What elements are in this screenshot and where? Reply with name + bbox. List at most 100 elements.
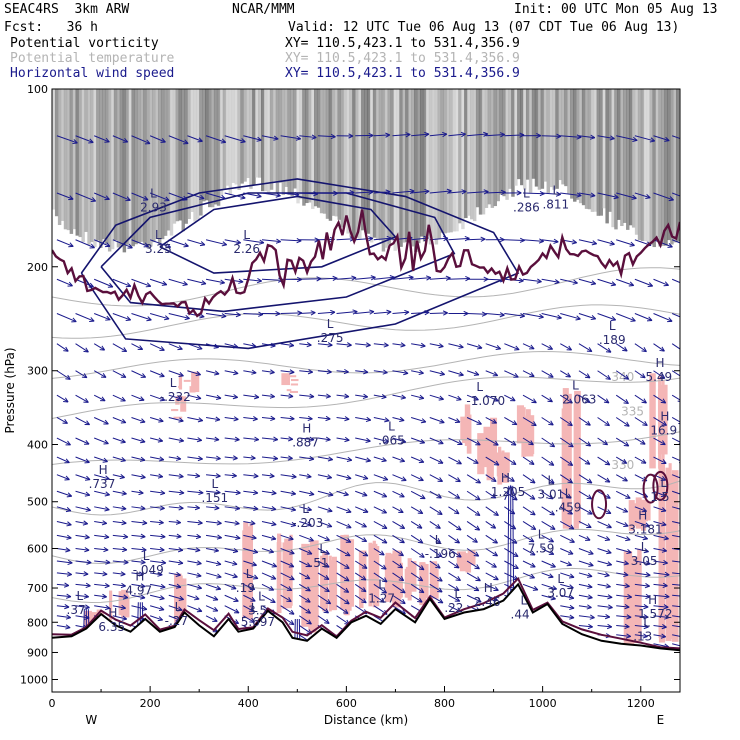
wind-arrow <box>672 583 680 588</box>
wind-arrow-shaft <box>522 548 536 556</box>
wind-arrow-head <box>418 588 425 594</box>
wind-arrow <box>522 278 542 284</box>
shade-patch <box>477 433 485 475</box>
shade-patch <box>284 540 291 607</box>
wind-arrow <box>578 560 594 567</box>
wind-arrow-shaft <box>410 490 426 500</box>
wind-arrow-head <box>199 194 205 200</box>
wind-arrow-head <box>419 552 425 558</box>
wind-arrow <box>578 572 593 578</box>
shade-patch <box>189 386 196 393</box>
wind-arrow-shaft <box>560 594 575 599</box>
pv-tropopause-contour <box>52 209 680 318</box>
wind-arrow-shaft <box>150 474 163 478</box>
wind-arrow-head <box>177 345 183 351</box>
wind-arrow-head <box>368 132 374 139</box>
wind-arrow-head <box>125 282 132 288</box>
wind-arrow <box>485 521 497 529</box>
wind-arrow <box>466 343 483 350</box>
wind-arrow <box>373 456 387 463</box>
wind-arrow <box>560 604 575 611</box>
extremum-label: L.13 <box>633 615 652 643</box>
wind-arrow-shaft <box>597 437 608 446</box>
wind-arrow-shaft <box>373 534 388 544</box>
extremum-kind: L <box>538 528 545 542</box>
wind-arrow-shaft <box>168 605 183 611</box>
wind-arrow <box>541 521 556 530</box>
wind-arrow <box>280 534 294 541</box>
wind-arrow-head <box>82 520 89 526</box>
y-tick-label: 200 <box>27 261 48 274</box>
wind-arrow-shaft <box>410 548 425 558</box>
wind-arrow-shaft <box>411 237 429 241</box>
x-end-label-west: W <box>85 713 97 727</box>
extremum-label: L.19 <box>236 567 255 595</box>
wind-arrow-head <box>621 458 628 464</box>
wind-arrow-head <box>327 507 333 513</box>
wind-arrow <box>522 370 535 377</box>
wind-arrow-head <box>424 131 430 138</box>
wind-arrow-shaft <box>466 572 481 582</box>
strat-cell <box>461 89 465 230</box>
wind-arrow-shaft <box>653 417 667 426</box>
wind-arrow-shaft <box>672 634 680 637</box>
field-xy-wind: XY= 110.5,423.1 to 531.4,356.9 <box>285 66 520 81</box>
shade-patch <box>290 379 299 382</box>
terrain-fill <box>52 584 680 692</box>
wind-arrow-head <box>437 587 443 593</box>
wind-arrow-shaft <box>150 437 163 442</box>
wind-arrow-shaft <box>56 135 78 144</box>
wind-arrow-shaft <box>149 343 165 351</box>
wind-arrow <box>354 521 367 528</box>
wind-arrow-shaft <box>373 474 389 481</box>
strat-cell <box>316 89 321 208</box>
wind-arrow-shaft <box>560 572 575 578</box>
wind-arrow <box>541 534 554 543</box>
wind-arrow-head <box>568 584 574 590</box>
wind-arrow <box>560 548 574 555</box>
wind-arrow <box>299 191 319 197</box>
wind-arrow-head <box>232 573 238 579</box>
wind-arrow <box>448 583 460 592</box>
wind-arrow-shaft <box>149 135 166 143</box>
wind-arrow-shaft <box>261 394 275 398</box>
wind-arrow-shaft <box>373 490 387 498</box>
strat-cell <box>266 89 271 194</box>
wind-arrow-shaft <box>448 594 461 602</box>
wind-arrow-head <box>212 606 219 612</box>
wind-arrow-shaft <box>578 534 591 541</box>
extremum-kind: H <box>648 593 657 607</box>
wind-arrow <box>112 559 129 565</box>
wind-arrow <box>578 506 593 515</box>
strat-cell <box>646 89 651 245</box>
wind-arrow-head <box>68 195 74 201</box>
wind-arrow-head <box>160 138 166 143</box>
wind-arrow-head <box>88 282 94 288</box>
shade-patch <box>191 371 200 393</box>
extremum-label: L.151 <box>201 477 228 505</box>
wind-arrow-shaft <box>168 192 188 201</box>
wind-arrow-shaft <box>112 520 127 524</box>
wind-arrow-shaft <box>317 548 330 555</box>
strat-cell <box>157 89 162 244</box>
wind-arrow <box>466 474 481 484</box>
wind-arrow-shaft <box>187 547 201 551</box>
shade-patch <box>289 390 299 393</box>
strat-cell <box>93 89 97 248</box>
wind-arrow-head <box>295 135 302 141</box>
wind-arrow <box>522 437 534 446</box>
wind-arrow-head <box>140 505 146 511</box>
wind-arrow-shaft <box>317 521 333 528</box>
wind-arrow <box>373 548 385 556</box>
wind-arrow-shaft <box>56 572 72 576</box>
x-end-label-east: E <box>657 713 665 727</box>
wind-arrow-head <box>64 604 70 610</box>
wind-arrow-shaft <box>448 237 470 241</box>
wind-arrow-head <box>159 346 165 351</box>
wind-arrow-shaft <box>224 605 240 614</box>
wind-arrow-shaft <box>187 572 202 577</box>
wind-arrow <box>597 534 611 541</box>
wind-arrow-head <box>344 436 350 443</box>
extremum-kind: L <box>523 187 530 201</box>
wind-arrow-head <box>435 538 441 544</box>
